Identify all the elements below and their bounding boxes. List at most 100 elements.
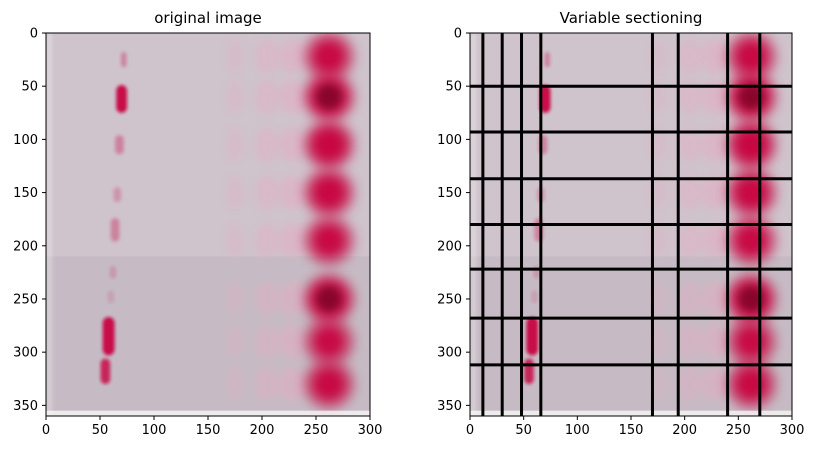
- middle-band-spot: [677, 367, 703, 402]
- middle-band-spot: [279, 367, 306, 402]
- x-tick-label: 100: [142, 423, 167, 438]
- middle-band-spot: [226, 367, 244, 402]
- middle-band-spot: [254, 39, 281, 74]
- x-tick-label: 200: [250, 423, 275, 438]
- x-tick-label: 150: [619, 423, 644, 438]
- middle-band-spot: [279, 223, 306, 258]
- middle-band-spot: [677, 39, 703, 74]
- left-lane-spot: [102, 317, 115, 356]
- right-lane-spot-core: [316, 227, 342, 254]
- left-lane-spot: [113, 187, 122, 203]
- right-lane-spot-core: [316, 179, 342, 206]
- middle-band-spot: [677, 127, 703, 162]
- middle-band-spot: [677, 324, 703, 359]
- panel-variable-sectioning: 0 50 100 150 200 250 300 0 50 100 150 200 250 300 350 V…: [437, 9, 804, 438]
- image-streak: [46, 33, 53, 416]
- left-lane-spot: [115, 135, 124, 155]
- x-tick-label: 200: [672, 423, 697, 438]
- middle-band-spot: [279, 39, 306, 74]
- right-lane-spot-core: [738, 131, 765, 158]
- y-tick-label: 300: [437, 346, 462, 361]
- right-lane-spot-core: [738, 84, 765, 110]
- x-tick-label: 250: [726, 423, 751, 438]
- middle-band-spot: [279, 324, 306, 359]
- left-lane-spot: [116, 85, 127, 113]
- y-tick-label: 100: [437, 133, 462, 148]
- right-lane-spot-core: [316, 328, 342, 355]
- middle-band-spot: [677, 281, 703, 316]
- middle-band-spot: [701, 79, 728, 114]
- x-tick-label: 0: [42, 423, 50, 438]
- y-tick-label: 350: [13, 399, 38, 414]
- image-bottom-edge: [46, 410, 370, 416]
- left-lane-spot: [531, 290, 538, 304]
- panel-title: Variable sectioning: [560, 9, 703, 27]
- right-lane-spot-core: [316, 371, 342, 397]
- image-area: [46, 33, 370, 416]
- left-lane-spot: [110, 218, 120, 242]
- right-lane-spot-core: [738, 179, 765, 206]
- middle-band-spot: [254, 127, 281, 162]
- x-tick-label: 300: [780, 423, 805, 438]
- middle-band-spot: [701, 223, 728, 258]
- x-tick-label: 50: [515, 423, 532, 438]
- middle-band-spot: [226, 324, 244, 359]
- x-tick-label: 50: [92, 423, 109, 438]
- middle-band-spot: [254, 79, 281, 114]
- panel-title: original image: [154, 9, 262, 27]
- y-tick-label: 150: [13, 186, 38, 201]
- right-lane-spot-core: [738, 227, 765, 254]
- middle-band-spot: [226, 79, 244, 114]
- middle-band-spot: [279, 175, 306, 210]
- right-lane-spot-core: [316, 131, 342, 158]
- y-tick-label: 0: [454, 27, 462, 42]
- middle-band-spot: [701, 39, 728, 74]
- panel-original-image: 0 50 100 150 200 250 300 0 50 100 150 200 250 300 350 o…: [13, 9, 382, 438]
- right-lane-spot-core: [738, 43, 765, 70]
- left-lane-spot: [526, 317, 539, 356]
- x-tick-label: 250: [304, 423, 329, 438]
- middle-band-spot: [226, 223, 244, 258]
- y-tick-label: 250: [437, 292, 462, 307]
- y-tick-label: 200: [437, 239, 462, 254]
- y-tick-label: 350: [437, 399, 462, 414]
- right-lane-spot-core: [738, 286, 765, 312]
- right-lane-spot-core: [316, 84, 342, 110]
- middle-band-spot: [254, 281, 281, 316]
- y-tick-label: 100: [13, 133, 38, 148]
- right-lane-spot-core: [316, 286, 342, 312]
- x-tick-label: 300: [358, 423, 383, 438]
- y-tick-label: 50: [445, 80, 462, 95]
- right-lane-spot-core: [316, 43, 342, 70]
- middle-band-spot: [254, 175, 281, 210]
- middle-band-spot: [701, 127, 728, 162]
- middle-band-spot: [254, 223, 281, 258]
- left-lane-spot: [107, 290, 115, 304]
- y-tick-label: 50: [21, 80, 38, 95]
- x-tick-label: 100: [565, 423, 590, 438]
- y-tick-label: 0: [30, 27, 38, 42]
- middle-band-spot: [279, 127, 306, 162]
- x-tick-label: 150: [196, 423, 221, 438]
- y-tick-label: 250: [13, 292, 38, 307]
- y-tick-label: 200: [13, 239, 38, 254]
- y-tick-label: 300: [13, 346, 38, 361]
- section-grid: [470, 33, 792, 416]
- x-tick-label: 0: [466, 423, 474, 438]
- left-lane-spot: [109, 265, 117, 279]
- left-lane-spot: [539, 85, 551, 113]
- middle-band-spot: [279, 281, 306, 316]
- middle-band-spot: [701, 367, 728, 402]
- middle-band-spot: [677, 175, 703, 210]
- left-lane-spot: [544, 52, 550, 68]
- left-lane-spot: [100, 358, 111, 385]
- y-tick-label: 150: [437, 186, 462, 201]
- left-lane-spot: [524, 358, 534, 385]
- middle-band-spot: [677, 79, 703, 114]
- middle-band-spot: [254, 324, 281, 359]
- middle-band-spot: [279, 79, 306, 114]
- middle-band-spot: [701, 281, 728, 316]
- image-bottom-edge: [470, 410, 792, 416]
- middle-band-spot: [701, 175, 728, 210]
